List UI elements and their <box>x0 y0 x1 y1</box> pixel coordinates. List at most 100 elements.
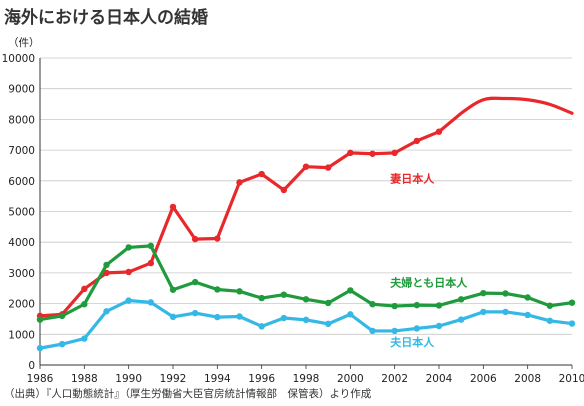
y-tick-label: 1000 <box>8 329 35 341</box>
data-point <box>457 296 465 303</box>
x-tick-label: 2004 <box>426 373 453 385</box>
y-tick-label: 8000 <box>8 114 35 126</box>
y-axis-unit-label: （件） <box>8 37 40 49</box>
data-point <box>147 299 155 306</box>
data-point <box>214 286 221 293</box>
source-note: （出典）『人口動態統計』（厚生労働省大臣官房統計情報部 保管表）より作成 <box>4 388 372 400</box>
x-tick-label: 1998 <box>293 373 320 385</box>
x-tick-label: 1994 <box>204 373 231 385</box>
x-tick-label: 1996 <box>248 373 275 385</box>
y-tick-label: 4000 <box>8 237 35 249</box>
data-point <box>280 186 288 194</box>
data-point <box>36 316 44 323</box>
y-tick-label: 3000 <box>8 268 35 280</box>
y-tick-label: 9000 <box>8 84 35 96</box>
data-point <box>391 302 398 310</box>
series-label: 夫日本人 <box>390 335 435 349</box>
data-point <box>347 311 354 318</box>
x-tick-label: 1990 <box>115 373 142 385</box>
data-point <box>125 268 132 276</box>
data-point <box>258 170 265 178</box>
y-tick-label: 5000 <box>8 207 35 219</box>
data-point <box>524 311 531 319</box>
y-tick-label: 10000 <box>2 53 35 65</box>
data-point <box>214 313 221 321</box>
data-point <box>236 179 243 186</box>
data-point <box>347 149 354 157</box>
data-point <box>502 308 509 316</box>
data-point <box>568 320 576 327</box>
data-point <box>169 286 177 293</box>
data-point <box>502 290 509 297</box>
data-point <box>81 301 88 308</box>
data-point <box>480 308 487 316</box>
data-point <box>369 301 376 308</box>
data-point <box>125 244 132 251</box>
chart-title: 海外における日本人の結婚 <box>4 8 208 28</box>
data-point <box>435 302 443 309</box>
data-point <box>391 327 398 335</box>
y-tick-label: 6000 <box>8 176 35 188</box>
data-point <box>413 325 421 332</box>
data-point <box>58 312 66 320</box>
data-point <box>236 313 243 320</box>
series-3 <box>36 297 576 352</box>
x-tick-label: 2002 <box>381 373 408 385</box>
x-tick-label: 1988 <box>71 373 98 385</box>
data-point <box>147 259 155 267</box>
data-point <box>369 150 376 157</box>
data-point <box>324 299 332 307</box>
data-point <box>103 261 110 269</box>
y-tick-label: 2000 <box>8 299 35 311</box>
data-point <box>280 291 288 298</box>
series-2 <box>36 242 576 323</box>
x-axis-ticks: 1986 1988 1990 1992 1994 1996 1998 2000 2002 2004… <box>27 365 584 385</box>
series-label: 妻日本人 <box>390 171 435 185</box>
data-point <box>524 294 531 301</box>
data-point <box>435 322 443 330</box>
data-point <box>480 289 487 297</box>
x-tick-label: 2010 <box>559 373 584 385</box>
data-point <box>103 308 110 315</box>
data-point <box>169 203 177 211</box>
data-point <box>568 299 576 306</box>
data-point <box>324 320 332 328</box>
data-point <box>169 313 177 321</box>
series-line <box>38 96 574 318</box>
data-point <box>280 314 288 322</box>
grid-lines <box>40 57 572 335</box>
y-axis-ticks: 0 1000 2000 3000 4000 5000 6000 7000 8000 9000 100… <box>2 53 35 372</box>
y-tick-label: 0 <box>28 360 35 372</box>
x-tick-label: 1992 <box>160 373 187 385</box>
data-point <box>103 269 110 277</box>
data-point <box>236 288 243 295</box>
data-point <box>81 285 88 293</box>
data-point <box>546 302 554 309</box>
data-point <box>413 137 421 145</box>
data-point <box>391 149 398 157</box>
series-label: 夫婦とも日本人 <box>390 276 468 290</box>
x-tick-label: 2008 <box>514 373 541 385</box>
y-tick-label: 7000 <box>8 145 35 157</box>
data-point <box>302 296 310 303</box>
x-tick-label: 2006 <box>470 373 497 385</box>
x-tick-label: 1986 <box>27 373 54 385</box>
x-tick-label: 2000 <box>337 373 364 385</box>
data-point <box>302 163 310 170</box>
data-point <box>191 235 199 243</box>
data-point <box>324 164 332 171</box>
series-line <box>38 244 574 322</box>
data-point <box>258 294 265 302</box>
data-point <box>81 335 88 342</box>
data-point <box>58 340 66 348</box>
data-point <box>435 128 443 135</box>
data-point <box>147 242 155 250</box>
data-point <box>413 301 421 309</box>
series-group <box>36 96 576 352</box>
data-point <box>546 317 554 324</box>
data-point <box>125 297 132 304</box>
data-point <box>457 316 465 323</box>
data-point <box>191 278 199 286</box>
